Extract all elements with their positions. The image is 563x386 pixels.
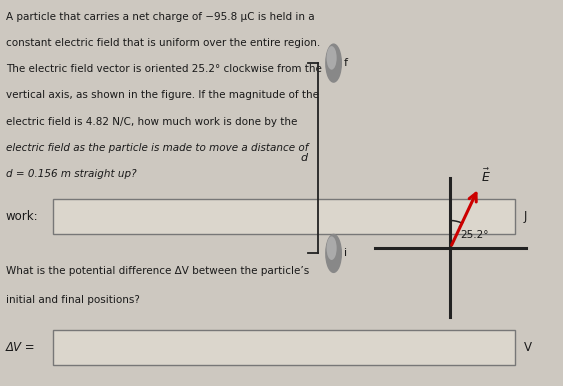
Circle shape [327,46,337,69]
Text: constant electric field that is uniform over the entire region.: constant electric field that is uniform … [6,38,320,48]
Text: $\vec{E}$: $\vec{E}$ [481,168,491,185]
Text: i: i [344,249,347,258]
Circle shape [325,43,342,83]
Text: electric field is 4.82 N/C, how much work is done by the: electric field is 4.82 N/C, how much wor… [6,117,297,127]
Text: What is the potential difference ΔV between the particle’s: What is the potential difference ΔV betw… [6,266,309,276]
Text: work:: work: [6,210,38,223]
Text: d = 0.156 m straight up?: d = 0.156 m straight up? [6,169,136,179]
Text: f: f [344,58,348,68]
Text: initial and final positions?: initial and final positions? [6,295,140,305]
Text: vertical axis, as shown in the figure. If the magnitude of the: vertical axis, as shown in the figure. I… [6,90,319,100]
Text: J: J [524,210,527,223]
Text: ΔV =: ΔV = [6,341,35,354]
FancyBboxPatch shape [53,199,515,234]
Text: electric field as the particle is made to move a distance of: electric field as the particle is made t… [6,143,308,153]
FancyBboxPatch shape [53,330,515,365]
Text: d: d [301,153,307,163]
Circle shape [327,236,337,260]
Text: The electric field vector is oriented 25.2° clockwise from the: The electric field vector is oriented 25… [6,64,321,74]
Text: V: V [524,341,531,354]
Text: A particle that carries a net charge of −95.8 μC is held in a: A particle that carries a net charge of … [6,12,314,22]
Circle shape [325,234,342,273]
Text: 25.2°: 25.2° [460,230,489,240]
